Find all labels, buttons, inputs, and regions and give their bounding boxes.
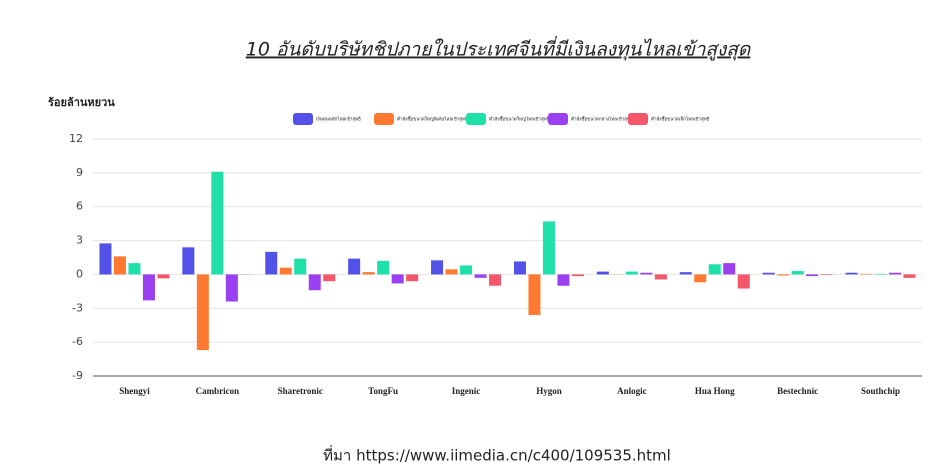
bar: [777, 274, 790, 276]
x-tick-label: Sharetronic: [278, 386, 323, 396]
x-tick-label: Bestechnic: [777, 386, 818, 396]
legend-label: คำสั่งซื้อขนาดใหญ่ไหลเข้าสุทธิ: [489, 116, 550, 123]
bar: [406, 274, 419, 282]
legend-label: คำสั่งซื้อขนาดใหญ่พิเศษไหลเข้าสุทธิ: [397, 116, 468, 123]
bar: [294, 258, 307, 275]
x-tick-label: Hygon: [536, 386, 562, 396]
bar: [348, 258, 361, 275]
bar: [182, 247, 195, 275]
bar: [308, 274, 321, 291]
y-tick-label: 9: [76, 166, 83, 179]
x-tick-label: Cambricon: [196, 386, 240, 396]
bar: [128, 263, 141, 275]
bar: [362, 272, 375, 275]
x-tick-label: Shengyi: [119, 386, 150, 396]
x-tick-label: Hua Hong: [695, 386, 735, 396]
bar: [431, 260, 444, 275]
legend-swatch: [548, 113, 568, 125]
bar: [820, 274, 833, 275]
bar: [377, 260, 390, 275]
x-tick-label: TongFu: [368, 386, 398, 396]
bar: [557, 274, 570, 286]
bar: [708, 264, 721, 275]
bar: [874, 273, 887, 275]
y-tick-label: 12: [69, 132, 83, 145]
x-tick-label: Anlogic: [617, 386, 647, 396]
bar: [445, 269, 458, 275]
legend-swatch: [628, 113, 648, 125]
x-tick-label: Southchip: [861, 386, 900, 396]
bar: [279, 267, 292, 275]
bar: [640, 272, 653, 275]
y-tick-label: 0: [76, 267, 83, 280]
bar: [99, 243, 112, 275]
bar: [723, 263, 736, 275]
bar: [391, 274, 404, 284]
bar: [806, 274, 819, 277]
legend-label: คำสั่งซื้อขนาดกลางไหลเข้าสุทธิ: [571, 116, 633, 123]
source: ที่มา https://www.iimedia.cn/c400/109535…: [323, 445, 671, 465]
y-tick-label: -3: [72, 301, 83, 314]
bar: [860, 273, 873, 275]
bar: [737, 274, 750, 289]
bar: [225, 274, 238, 302]
y-tick-label: -6: [72, 335, 83, 348]
chart-title: 10 อันดับบริษัทชิปภายในประเทศจีนที่มีเงิ…: [246, 36, 752, 61]
legend-swatch: [374, 113, 394, 125]
bar: [625, 271, 638, 275]
bar: [596, 271, 609, 275]
bar: [845, 272, 858, 275]
bar: [323, 274, 336, 282]
bar: [528, 274, 541, 316]
bar: [791, 271, 804, 275]
bar: [211, 171, 224, 275]
bar: [679, 272, 692, 275]
bar: [513, 261, 526, 275]
y-tick-label: -9: [72, 369, 83, 382]
bar: [142, 274, 155, 301]
bar: [265, 251, 278, 275]
y-tick-label: 6: [76, 200, 83, 213]
legend-label: คำสั่งซื้อขนาดเล็กไหลเข้าสุทธิ: [651, 115, 710, 123]
legend-label: เงินทุนหลักไหลเข้าสุทธิ: [316, 117, 361, 123]
bar: [474, 274, 487, 278]
bar: [113, 256, 126, 275]
bar: [903, 274, 916, 278]
bar: [157, 274, 170, 279]
bar: [694, 274, 707, 283]
bar: [889, 272, 902, 275]
bar: [542, 221, 555, 275]
bar: [762, 272, 775, 275]
y-tick-label: 3: [76, 234, 83, 247]
bar: [196, 274, 209, 351]
y-axis-label: ร้อยล้านหยวน: [48, 96, 115, 109]
bar: [489, 274, 502, 286]
x-tick-label: Ingenic: [452, 386, 481, 396]
legend-swatch: [466, 113, 486, 125]
bar: [460, 265, 473, 275]
legend-swatch: [293, 113, 313, 125]
bar: [571, 274, 584, 277]
bar: [654, 274, 667, 280]
